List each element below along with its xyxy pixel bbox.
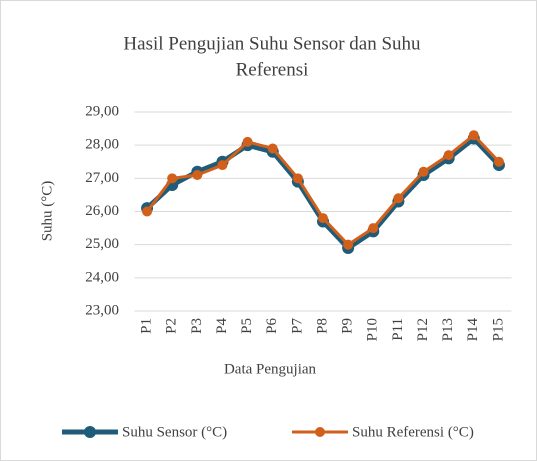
point-marker <box>142 206 153 217</box>
chart-title: Hasil Pengujian Suhu Sensor dan Suhu <box>123 33 421 54</box>
chart-title: Referensi <box>236 59 309 80</box>
y-tick-label: 29,00 <box>85 103 119 119</box>
point-marker <box>418 166 429 177</box>
x-tick-label: P12 <box>415 318 431 341</box>
legend-label: Suhu Sensor (°C) <box>122 424 227 440</box>
point-marker <box>393 193 404 204</box>
x-tick-label: P6 <box>264 318 280 334</box>
y-tick-label: 28,00 <box>85 137 119 153</box>
x-tick-label: P10 <box>365 318 381 341</box>
x-tick-label: P11 <box>390 318 406 341</box>
legend-label: Suhu Referensi (°C) <box>352 424 474 440</box>
y-axis-title: Suhu (°C) <box>39 181 55 242</box>
x-tick-label: P13 <box>440 318 456 341</box>
x-tick-label: P15 <box>490 318 506 341</box>
point-marker <box>267 143 278 154</box>
legend-marker <box>315 427 325 437</box>
y-tick-label: 26,00 <box>85 203 119 219</box>
point-marker <box>167 173 178 184</box>
y-tick-label: 23,00 <box>85 302 119 318</box>
point-marker <box>368 223 379 234</box>
point-marker <box>443 150 454 161</box>
x-tick-label: P4 <box>214 318 230 334</box>
point-marker <box>217 160 228 171</box>
point-marker <box>192 170 203 181</box>
point-marker <box>493 156 504 167</box>
point-marker <box>318 213 328 224</box>
x-tick-label: P7 <box>289 318 305 334</box>
point-marker <box>468 130 479 141</box>
y-tick-label: 25,00 <box>85 236 119 252</box>
point-marker <box>343 239 354 250</box>
x-tick-label: P3 <box>189 318 205 334</box>
point-marker <box>242 136 253 147</box>
x-tick-label: P14 <box>465 318 481 342</box>
y-tick-label: 27,00 <box>85 170 119 186</box>
x-tick-label: P8 <box>314 318 330 334</box>
legend-marker <box>84 426 96 438</box>
y-tick-label: 24,00 <box>85 269 119 285</box>
x-tick-label: P2 <box>164 318 180 334</box>
x-tick-label: P1 <box>139 318 155 334</box>
x-tick-label: P5 <box>239 318 255 334</box>
x-axis-title: Data Pengujian <box>224 361 317 377</box>
x-tick-label: P9 <box>340 318 356 334</box>
point-marker <box>292 173 303 184</box>
